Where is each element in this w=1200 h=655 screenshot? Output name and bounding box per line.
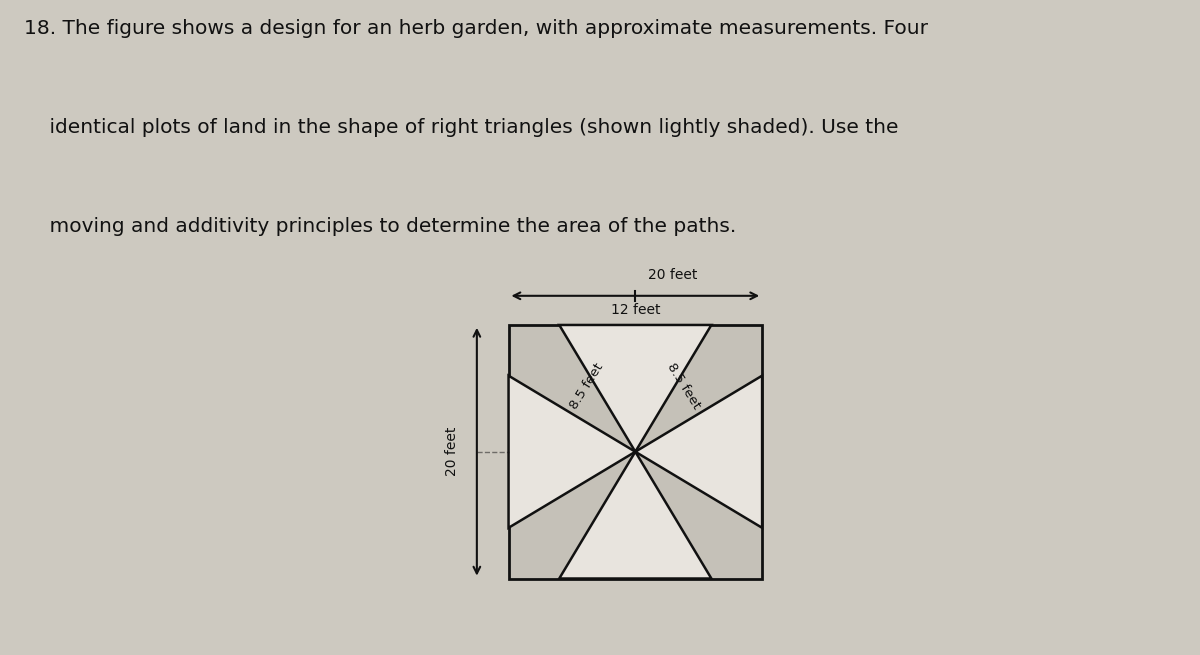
Text: 20 feet: 20 feet <box>444 427 458 476</box>
Text: 8.5 feet: 8.5 feet <box>568 360 606 411</box>
Polygon shape <box>559 452 712 578</box>
Polygon shape <box>509 376 635 528</box>
Polygon shape <box>635 376 762 528</box>
Text: 18. The figure shows a design for an herb garden, with approximate measurements.: 18. The figure shows a design for an her… <box>24 18 928 37</box>
Text: 12 feet: 12 feet <box>611 303 660 318</box>
Text: identical plots of land in the shape of right triangles (shown lightly shaded). : identical plots of land in the shape of … <box>24 118 899 137</box>
Text: moving and additivity principles to determine the area of the paths.: moving and additivity principles to dete… <box>24 217 736 236</box>
Polygon shape <box>509 325 762 578</box>
Polygon shape <box>559 325 712 452</box>
Text: 8.5 feet: 8.5 feet <box>665 360 703 411</box>
Text: 20 feet: 20 feet <box>648 268 697 282</box>
